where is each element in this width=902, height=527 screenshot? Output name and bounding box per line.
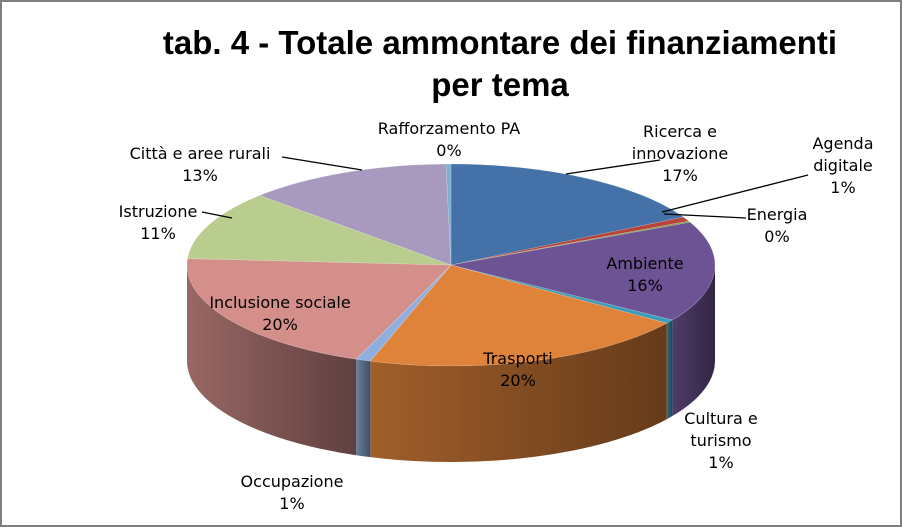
pie-side-occupazione (356, 359, 371, 458)
pie-slice-istruzione (187, 195, 452, 266)
leader-line-ricerca-e-innovazione (565, 159, 661, 175)
data-label-citta-e-aree-rurali-0: Città e aree rurali (130, 144, 271, 163)
data-label-pct-inclusione-sociale: 20% (262, 315, 298, 334)
pie-slice-trasporti (369, 264, 668, 367)
data-label-rafforzamento-pa-0: Rafforzamento PA (378, 119, 521, 138)
pie-top-faces (186, 163, 716, 367)
chart-title: tab. 4 - Totale ammontare dei finanziame… (110, 22, 890, 106)
pie-side-walls (187, 265, 715, 463)
pie-slice-citta-e-aree-rurali (258, 163, 452, 266)
data-label-cultura-e-turismo-0: Cultura e (684, 409, 757, 428)
pie-slice-ambiente (450, 221, 716, 321)
pie-slice-cultura-e-turismo (450, 264, 674, 324)
data-label-ricerca-e-innovazione-0: Ricerca e (643, 122, 717, 141)
pie-side-inclusione-sociale (187, 265, 357, 456)
leader-line-energia (663, 213, 747, 219)
data-label-agenda-digitale-0: Agenda (812, 134, 873, 153)
data-label-ricerca-e-innovazione-1: innovazione (632, 144, 728, 163)
data-label-ambiente-0: Ambiente (606, 254, 683, 273)
pie-slice-inclusione-sociale (186, 258, 452, 360)
chart-title-line-2: per tema (431, 66, 569, 103)
pie-slice-occupazione (355, 264, 452, 362)
leader-line-istruzione (201, 211, 233, 219)
data-label-pct-ricerca-e-innovazione: 17% (662, 166, 698, 185)
data-label-agenda-digitale-1: digitale (813, 156, 873, 175)
pie-side-ambiente (672, 265, 715, 417)
data-label-pct-occupazione: 1% (279, 494, 304, 513)
data-label-pct-agenda-digitale: 1% (830, 178, 855, 197)
leader-line-agenda-digitale (661, 174, 809, 213)
data-label-pct-energia: 0% (764, 227, 789, 246)
leader-line-citta-e-aree-rurali (281, 156, 363, 171)
data-label-cultura-e-turismo-1: turismo (690, 431, 751, 450)
data-label-pct-istruzione: 11% (140, 224, 176, 243)
data-label-pct-cultura-e-turismo: 1% (708, 453, 733, 472)
data-label-pct-rafforzamento-pa: 0% (436, 141, 461, 160)
chart-title-line-1: tab. 4 - Totale ammontare dei finanziame… (162, 24, 838, 61)
data-label-pct-trasporti: 20% (500, 371, 536, 390)
data-label-inclusione-sociale-0: Inclusione sociale (209, 293, 350, 312)
data-label-energia-0: Energia (747, 205, 808, 224)
pie-slice-rafforzamento-pa (445, 163, 452, 266)
data-label-pct-citta-e-aree-rurali: 13% (182, 166, 218, 185)
data-label-trasporti-0: Trasporti (482, 349, 552, 368)
pie-side-cultura-e-turismo (666, 320, 673, 420)
data-label-occupazione-0: Occupazione (241, 472, 344, 491)
pie-side-trasporti (370, 323, 667, 463)
data-label-istruzione-0: Istruzione (119, 202, 198, 221)
pie-slice-ricerca-e-innovazione (450, 163, 685, 266)
pie-labels: Ricerca e innovazione 17% Agenda digitale 1% E… (119, 119, 874, 513)
pie-slice-energia (450, 220, 691, 266)
data-label-pct-ambiente: 16% (627, 276, 663, 295)
pie-slice-agenda-digitale (450, 216, 690, 266)
